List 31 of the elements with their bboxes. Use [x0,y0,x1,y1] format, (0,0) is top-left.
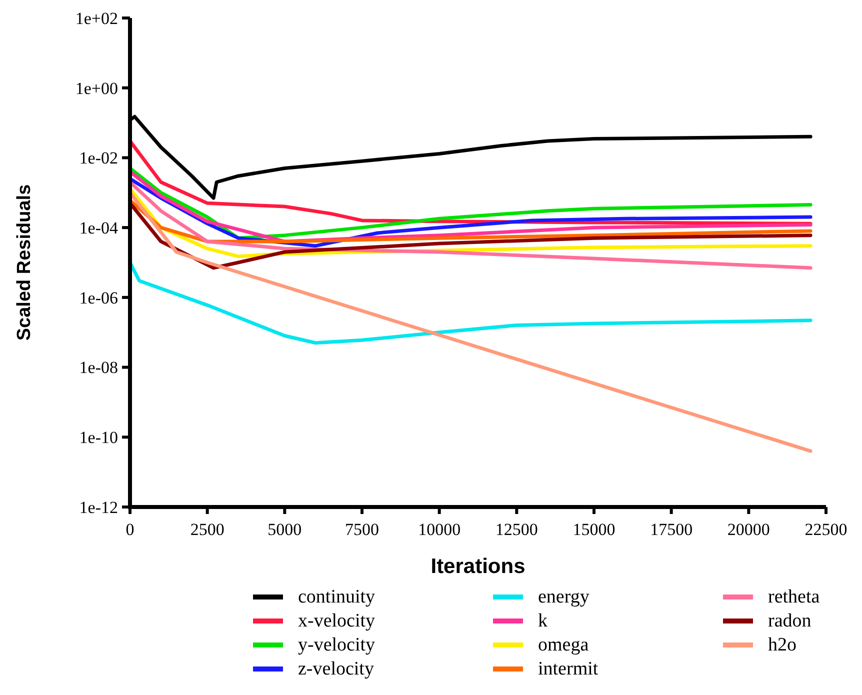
x-tick-label: 5000 [268,520,302,539]
legend-label: radon [768,610,812,632]
y-tick-label: 1e-02 [79,148,118,168]
y-tick-label: 1e-06 [79,288,118,308]
legend-label: y-velocity [298,634,376,656]
y-tick-label: 1e-12 [79,498,118,517]
x-tick-label: 0 [126,520,134,539]
legend-label: intermit [538,658,599,680]
legend-label: z-velocity [298,658,374,680]
legend-label: energy [538,586,590,608]
legend-label: x-velocity [298,610,376,632]
x-axis-title: Iterations [430,555,526,578]
y-tick-label: 1e-08 [79,358,118,378]
legend-label: h2o [768,634,796,656]
y-tick-label: 1e+00 [75,78,118,98]
x-tick-label: 12500 [495,520,538,539]
x-tick-label: 17500 [650,520,693,539]
x-tick-label: 20000 [727,520,770,539]
x-tick-label: 7500 [345,520,379,539]
y-tick-label: 1e-10 [79,428,118,448]
x-tick-label: 10000 [418,520,461,539]
x-tick-label: 15000 [572,520,616,539]
legend-label: omega [538,634,590,656]
y-tick-label: 1e+02 [75,8,118,28]
legend-label: continuity [298,586,376,608]
legend-label: retheta [768,586,820,608]
x-tick-label: 2500 [190,520,224,539]
y-axis-title: Scaled Residuals [14,184,35,341]
legend-label: k [538,610,548,632]
y-tick-label: 1e-04 [79,218,118,238]
x-tick-label: 22500 [804,520,848,539]
